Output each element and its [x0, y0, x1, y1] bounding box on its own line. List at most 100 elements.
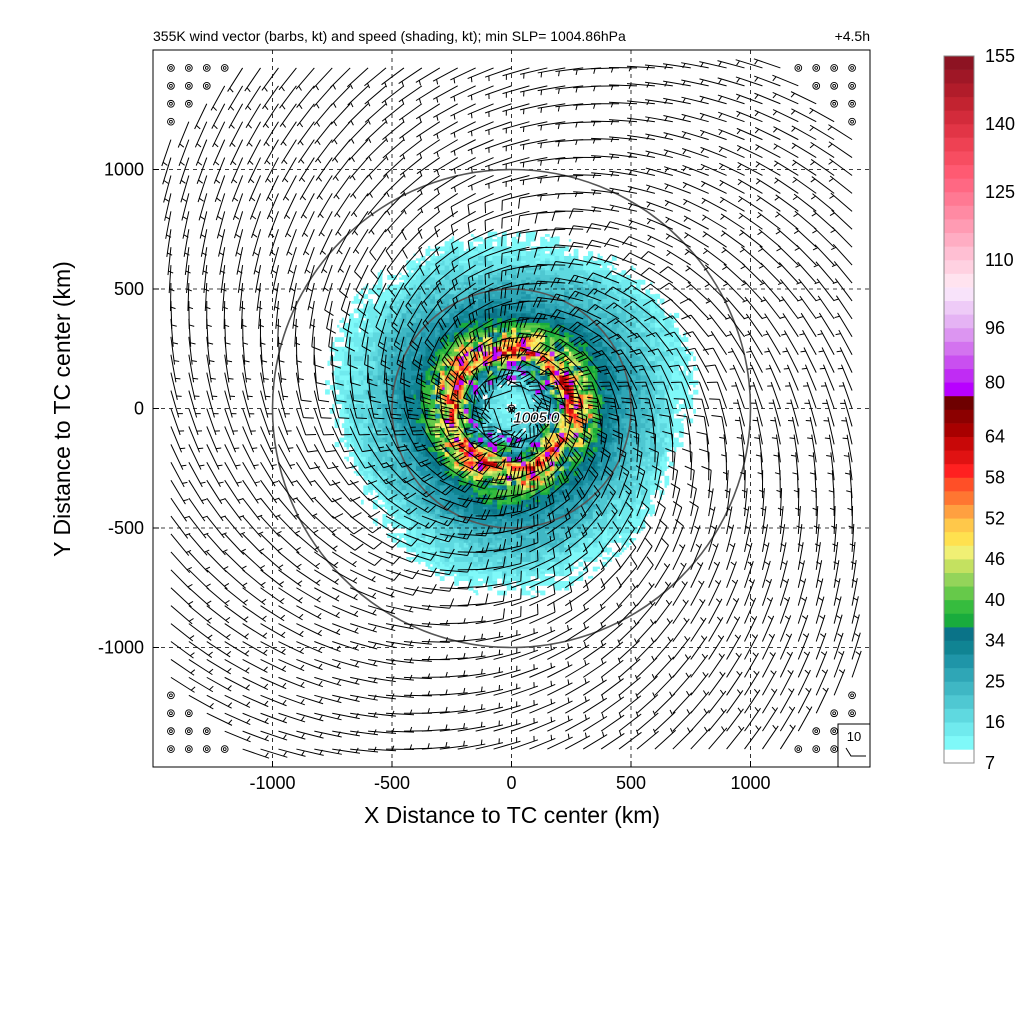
shading-cell [454, 492, 457, 495]
shading-cell [573, 535, 577, 538]
shading-cell [540, 516, 543, 519]
shading-cell [528, 544, 532, 548]
shading-cell [609, 492, 613, 495]
shading-cell [425, 484, 429, 488]
shading-cell [470, 489, 474, 493]
shading-cell [559, 554, 563, 558]
shading-cell [528, 537, 532, 541]
shading-cell [463, 525, 467, 529]
shading-cell [571, 566, 575, 570]
shading-cell [485, 571, 488, 574]
shading-cell [470, 528, 474, 531]
shading-cell [621, 492, 625, 495]
shading-cell [456, 561, 460, 565]
shading-cell [494, 477, 498, 481]
shading-cell [454, 508, 457, 512]
shading-cell [530, 563, 534, 567]
shading-cell [528, 580, 532, 584]
shading-cell [521, 492, 524, 495]
shading-cell [561, 487, 565, 491]
shading-cell [435, 563, 438, 567]
shading-cell [554, 513, 558, 517]
shading-cell [614, 528, 618, 531]
shading-cell [523, 494, 527, 498]
shading-cell [592, 487, 596, 491]
shading-cell [408, 547, 412, 550]
shading-cell [614, 547, 618, 550]
shading-cell [602, 504, 606, 507]
shading-cell [442, 496, 445, 500]
shading-cell [475, 477, 479, 481]
shading-cell [544, 487, 548, 491]
shading-cell [492, 506, 496, 510]
shading-cell [595, 566, 598, 570]
shading-cell [561, 590, 565, 593]
shading-cell [427, 530, 431, 534]
shading-cell [439, 523, 443, 527]
shading-cell [614, 489, 618, 493]
shading-cell [442, 554, 445, 558]
shading-cell [540, 573, 543, 577]
shading-cell [377, 516, 381, 519]
shading-cell [420, 511, 424, 515]
shading-cell [401, 520, 405, 524]
shading-cell [559, 549, 563, 553]
shading-cell [468, 506, 472, 510]
shading-cell [377, 504, 381, 507]
shading-cell [604, 484, 608, 488]
shading-cell [647, 506, 651, 510]
shading-cell [389, 525, 393, 529]
shading-cell [590, 549, 594, 553]
shading-cell [494, 492, 498, 495]
shading-cell [616, 511, 620, 515]
shading-cell [511, 587, 515, 591]
shading-cell [375, 511, 379, 515]
shading-cell [504, 489, 508, 493]
shading-cell [592, 561, 596, 565]
shading-cell [489, 484, 493, 488]
shading-cell [430, 508, 434, 512]
shading-cell [561, 494, 565, 498]
shading-cell [497, 547, 500, 550]
shading-cell [406, 475, 410, 479]
shading-cell [611, 482, 615, 486]
shading-cell [652, 496, 656, 500]
shading-cell [513, 535, 517, 538]
shading-cell [466, 580, 469, 584]
shading-cell [463, 496, 467, 500]
shading-cell [506, 506, 510, 510]
shading-cell [537, 578, 541, 581]
shading-cell [413, 489, 417, 493]
shading-cell [406, 506, 410, 510]
shading-cell [621, 523, 625, 527]
shading-cell [662, 482, 665, 486]
shading-cell [360, 475, 364, 479]
shading-cell [530, 528, 534, 531]
shading-cell [552, 508, 555, 512]
shading-cell [521, 544, 524, 548]
shading-cell [537, 477, 541, 481]
shading-cell [377, 523, 381, 527]
shading-cell [518, 554, 522, 558]
shading-cell [521, 559, 524, 562]
shading-cell [583, 482, 586, 486]
shading-cell [580, 542, 584, 546]
shading-cell [578, 571, 582, 574]
shading-cell [580, 487, 584, 491]
shading-cell [516, 551, 520, 555]
shading-cell [533, 532, 536, 536]
shading-cell [442, 525, 445, 529]
shading-cell [540, 518, 543, 522]
shading-cell [430, 544, 434, 548]
shading-cell [611, 544, 615, 548]
shading-cell [423, 506, 426, 510]
shading-cell [638, 506, 641, 510]
shading-cell [480, 563, 484, 567]
shading-cell [542, 516, 546, 519]
shading-cell [435, 575, 438, 579]
shading-cell [604, 516, 608, 519]
shading-cell [468, 592, 472, 596]
shading-cell [671, 480, 675, 483]
shading-cell [528, 530, 532, 534]
shading-cell [482, 513, 486, 517]
